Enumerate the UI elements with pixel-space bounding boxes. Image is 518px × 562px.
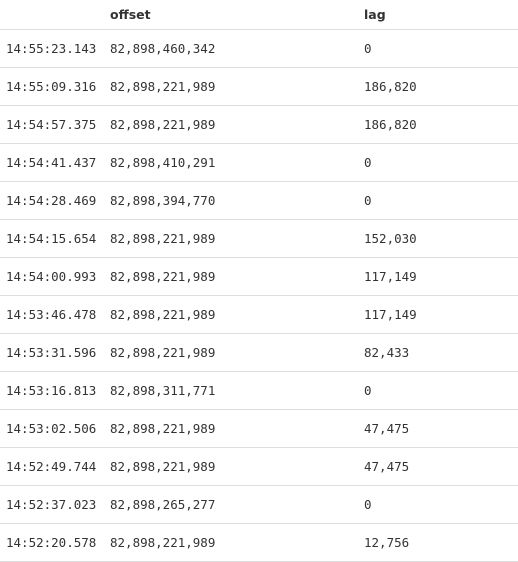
offset-cell: 82,898,221,989 — [106, 447, 363, 486]
table-row: 14:53:46.478 82,898,221,989 117,149 — [0, 295, 518, 334]
lag-cell: 186,820 — [363, 105, 518, 144]
lag-cell: 0 — [363, 29, 518, 68]
lag-cell: 0 — [363, 371, 518, 410]
table-row: 14:52:37.023 82,898,265,277 0 — [0, 485, 518, 524]
table-row: 14:53:31.596 82,898,221,989 82,433 — [0, 333, 518, 372]
header-row: offset lag — [0, 0, 518, 30]
lag-cell: 0 — [363, 485, 518, 524]
table-row: 14:53:02.506 82,898,221,989 47,475 — [0, 409, 518, 448]
table-header: offset lag — [0, 0, 518, 30]
column-header-lag: lag — [364, 7, 386, 22]
lag-cell: 12,756 — [363, 523, 518, 562]
table-row: 14:54:00.993 82,898,221,989 117,149 — [0, 257, 518, 296]
lag-cell: 117,149 — [363, 257, 518, 296]
timestamp-cell: 14:52:49.744 — [0, 447, 106, 486]
lag-cell: 47,475 — [363, 409, 518, 448]
offset-cell: 82,898,221,989 — [106, 67, 363, 106]
offset-cell: 82,898,394,770 — [106, 181, 363, 220]
column-header-time — [0, 0, 106, 30]
timestamp-cell: 14:53:46.478 — [0, 295, 106, 334]
timestamp-cell: 14:53:02.506 — [0, 409, 106, 448]
offset-cell: 82,898,265,277 — [106, 485, 363, 524]
timestamp-cell: 14:54:00.993 — [0, 257, 106, 296]
lag-cell: 186,820 — [363, 67, 518, 106]
table-row: 14:54:57.375 82,898,221,989 186,820 — [0, 105, 518, 144]
table-row: 14:54:15.654 82,898,221,989 152,030 — [0, 219, 518, 258]
lag-cell: 82,433 — [363, 333, 518, 372]
timestamp-cell: 14:53:16.813 — [0, 371, 106, 410]
column-header-offset: offset — [110, 7, 151, 22]
lag-cell: 47,475 — [363, 447, 518, 486]
offset-cell: 82,898,221,989 — [106, 523, 363, 562]
timestamp-cell: 14:53:31.596 — [0, 333, 106, 372]
offset-cell: 82,898,221,989 — [106, 295, 363, 334]
table-row: 14:52:49.744 82,898,221,989 47,475 — [0, 447, 518, 486]
timestamp-cell: 14:54:57.375 — [0, 105, 106, 144]
lag-cell: 152,030 — [363, 219, 518, 258]
table-row: 14:53:16.813 82,898,311,771 0 — [0, 371, 518, 410]
timestamp-cell: 14:54:28.469 — [0, 181, 106, 220]
offset-cell: 82,898,221,989 — [106, 219, 363, 258]
table-row: 14:55:23.143 82,898,460,342 0 — [0, 29, 518, 68]
offset-cell: 82,898,221,989 — [106, 409, 363, 448]
offset-cell: 82,898,311,771 — [106, 371, 363, 410]
offset-cell: 82,898,221,989 — [106, 105, 363, 144]
timestamp-cell: 14:52:20.578 — [0, 523, 106, 562]
table-row: 14:55:09.316 82,898,221,989 186,820 — [0, 67, 518, 106]
timestamp-cell: 14:54:41.437 — [0, 143, 106, 182]
table-row: 14:54:41.437 82,898,410,291 0 — [0, 143, 518, 182]
offset-cell: 82,898,221,989 — [106, 257, 363, 296]
timestamp-cell: 14:52:37.023 — [0, 485, 106, 524]
table-row: 14:54:28.469 82,898,394,770 0 — [0, 181, 518, 220]
lag-cell: 0 — [363, 181, 518, 220]
timestamp-cell: 14:54:15.654 — [0, 219, 106, 258]
timestamp-cell: 14:55:09.316 — [0, 67, 106, 106]
lag-cell: 117,149 — [363, 295, 518, 334]
offset-cell: 82,898,410,291 — [106, 143, 363, 182]
table-body: 14:55:23.143 82,898,460,342 0 14:55:09.316 8… — [0, 29, 518, 562]
offset-cell: 82,898,221,989 — [106, 333, 363, 372]
offset-cell: 82,898,460,342 — [106, 29, 363, 68]
timestamp-cell: 14:55:23.143 — [0, 29, 106, 68]
table-row: 14:52:20.578 82,898,221,989 12,756 — [0, 523, 518, 562]
lag-cell: 0 — [363, 143, 518, 182]
